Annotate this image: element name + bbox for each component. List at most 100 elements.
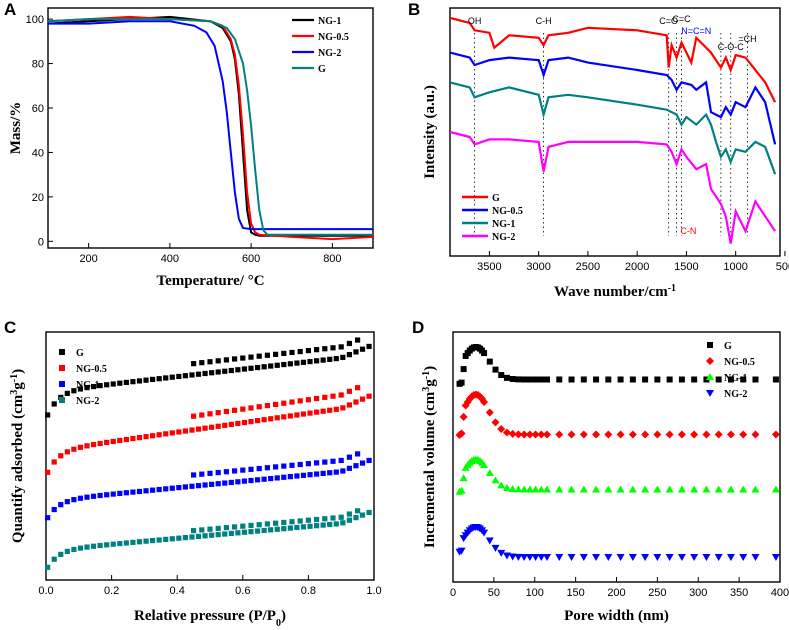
panel-c-desorption-point-NG-1-1 xyxy=(199,471,205,477)
panel-c-point-NG-2-2 xyxy=(58,551,64,557)
panel-c-point-G-15 xyxy=(143,377,149,383)
panel-d-xtick-label-2: 100 xyxy=(526,587,544,599)
panel-c-desorption-point-NG-0.5-3 xyxy=(215,410,221,416)
panel-c-point-NG-1-34 xyxy=(268,475,274,482)
panel-c-point-NG-0.5-27 xyxy=(222,422,228,428)
panel-d-plot-frame xyxy=(452,331,781,583)
panel-d-point-G-14 xyxy=(492,366,499,373)
panel-c-point-NG-2-20 xyxy=(176,535,182,541)
panel-c-desorption-point-NG-2-18 xyxy=(338,514,344,520)
panel-a-legend-label-0: NG-1 xyxy=(318,16,341,27)
panel-d-legend-swatch-3 xyxy=(706,390,714,397)
panel-c-desorption-point-G-15 xyxy=(314,347,320,353)
panel-c-legend-label-2: NG-1 xyxy=(76,380,99,391)
panel-c-point-NG-0.5-19 xyxy=(169,430,175,436)
panel-d-point-NG-1-15 xyxy=(497,481,506,489)
panel-d-xtick-label-8: 400 xyxy=(771,587,789,599)
panel-c-point-G-30 xyxy=(241,366,248,372)
panel-c-point-NG-0.5-49 xyxy=(366,393,372,399)
panel-c-desorption-point-NG-2-3 xyxy=(215,525,221,532)
panel-c-point-NG-2-33 xyxy=(261,527,267,534)
panel-c-desorption-point-G-17 xyxy=(330,345,336,351)
panel-d-point-NG-2-23 xyxy=(543,554,552,561)
panel-c-desorption-point-G-1 xyxy=(199,360,205,366)
panel-c-desorption-point-NG-0.5-10 xyxy=(273,401,279,408)
panel-c-desorption-point-NG-2-19 xyxy=(346,511,352,517)
panel-d-point-NG-0.5-14 xyxy=(491,418,500,427)
panel-c-point-NG-0.5-3 xyxy=(64,449,70,455)
panel-c-point-NG-1-47 xyxy=(353,463,359,469)
panel-d-point-NG-1-19 xyxy=(520,485,529,493)
panel-c-point-NG-1-15 xyxy=(143,488,149,494)
panel-letter-b: B xyxy=(408,0,420,19)
panel-d-point-NG-0.5-32 xyxy=(653,430,662,439)
panel-b-annotation-0: OH xyxy=(468,16,482,26)
panel-c-point-NG-0.5-41 xyxy=(314,409,320,415)
panel-c-point-G-24 xyxy=(202,370,208,377)
panel-c-point-NG-0.5-4 xyxy=(71,446,77,452)
panel-c-point-NG-1-44 xyxy=(333,469,339,475)
panel-c-point-NG-1-14 xyxy=(136,488,143,495)
panel-a-ytick-label-3: 60 xyxy=(32,103,44,115)
panel-c-desorption-point-NG-1-20 xyxy=(355,451,361,457)
panel-c-point-NG-2-37 xyxy=(287,525,293,531)
panel-d-point-G-35 xyxy=(691,376,698,383)
panel-d-point-NG-0.5-22 xyxy=(537,430,546,439)
panel-c-point-NG-2-13 xyxy=(130,539,136,545)
panel-d-xtick-label-3: 150 xyxy=(566,587,584,599)
panel-a-ytick-label-0: 0 xyxy=(38,236,44,248)
panel-b-x-axis-title: Wave number/cm-1 xyxy=(554,283,676,301)
panel-d-point-G-33 xyxy=(666,376,673,383)
panel-d-point-NG-0.5-16 xyxy=(502,428,511,437)
panel-c-desorption-point-NG-0.5-16 xyxy=(322,394,328,400)
panel-c-point-NG-0.5-5 xyxy=(77,444,84,450)
panel-c-desorption-point-NG-0.5-15 xyxy=(314,395,320,402)
panel-c-desorption-point-NG-0.5-13 xyxy=(297,398,303,404)
panel-d-xtick-label-1: 50 xyxy=(488,587,500,599)
panel-d-point-NG-0.5-35 xyxy=(690,430,699,439)
panel-c-point-G-34 xyxy=(268,363,274,369)
panel-d-point-NG-1-21 xyxy=(531,485,540,493)
panel-c-point-NG-1-31 xyxy=(248,477,254,484)
panel-d-point-NG-2-38 xyxy=(726,554,735,561)
panel-b-xtick-label-4: 1500 xyxy=(674,261,698,273)
panel-c-point-G-16 xyxy=(150,376,156,383)
panel-b-xtick-label-6: 500 xyxy=(776,261,789,273)
panel-c-point-NG-1-25 xyxy=(209,481,215,487)
panel-d-point-G-26 xyxy=(580,376,587,383)
panel-d-point-NG-1-20 xyxy=(525,485,534,493)
panel-c-point-G-23 xyxy=(195,371,202,377)
panel-c-desorption-point-NG-2-8 xyxy=(256,522,262,528)
panel-b-annotation-7: C-N xyxy=(680,226,696,236)
panel-c-desorption-point-NG-0.5-20 xyxy=(355,385,361,391)
panel-b-annotation-1: C-H xyxy=(536,16,552,26)
panel-c-point-NG-0.5-26 xyxy=(215,423,221,429)
panel-b-legend-label-1: NG-0.5 xyxy=(492,206,523,217)
panel-b-legend-label-2: NG-1 xyxy=(492,219,515,230)
panel-d-legend-label-2: NG-1 xyxy=(724,373,747,384)
panel-c-point-NG-2-47 xyxy=(353,515,359,521)
panel-c-desorption-point-NG-2-17 xyxy=(330,515,336,521)
panel-d-point-NG-1-2 xyxy=(459,474,468,482)
panel-c-point-NG-2-25 xyxy=(209,532,215,538)
panel-c-desorption-point-NG-1-12 xyxy=(289,462,295,468)
panel-d-point-G-25 xyxy=(568,376,575,383)
panel-c-x-axis-title: Relative pressure (P/P0) xyxy=(134,608,286,629)
panel-c-xtick-label-5: 1.0 xyxy=(366,585,381,597)
panel-b-annotation-4: N=C=N xyxy=(681,26,711,36)
panel-d-point-NG-2-35 xyxy=(690,554,699,561)
panel-c-desorption-point-NG-0.5-9 xyxy=(264,402,270,409)
panel-d-point-NG-2-21 xyxy=(531,553,540,561)
panel-c-point-G-38 xyxy=(294,360,300,366)
panel-c-point-NG-2-16 xyxy=(150,537,156,544)
panel-d-point-NG-1-38 xyxy=(726,485,735,493)
panel-c-point-NG-1-1 xyxy=(51,506,57,513)
panel-c-point-NG-1-38 xyxy=(294,473,300,479)
panel-c-point-NG-2-11 xyxy=(117,540,123,547)
panel-b-legend-label-0: G xyxy=(492,193,500,204)
panel-b-annotation-5: C-O-C xyxy=(718,42,744,52)
panel-b-annotation-3: C=C xyxy=(672,14,691,24)
panel-c-point-NG-1-11 xyxy=(117,490,123,497)
panel-b-series-line-NG-1 xyxy=(449,81,777,175)
